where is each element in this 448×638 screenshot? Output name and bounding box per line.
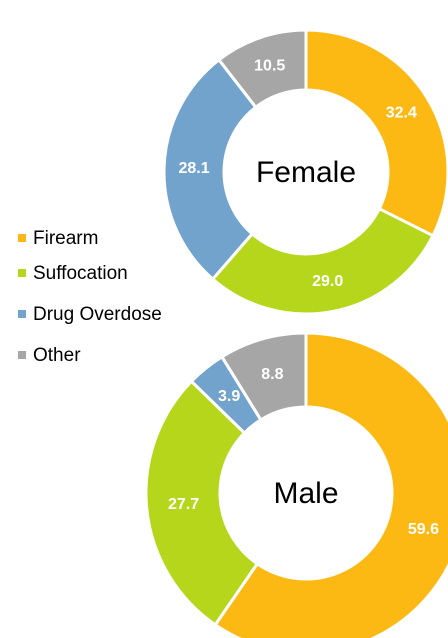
- donut-segment: [144, 379, 260, 627]
- legend-label: Suffocation: [33, 263, 128, 284]
- value-label: 8.8: [261, 366, 283, 383]
- legend-label: Firearm: [33, 228, 98, 249]
- legend-swatch: [18, 310, 26, 318]
- legend-swatch: [18, 351, 26, 359]
- donut-segment: [304, 28, 448, 238]
- value-label: 59.6: [408, 521, 439, 538]
- value-label: 28.1: [178, 160, 209, 177]
- value-label: 3.9: [218, 388, 240, 405]
- center-label: Female: [256, 156, 356, 189]
- legend-label: Drug Overdose: [33, 304, 162, 325]
- center-label: Male: [273, 477, 338, 510]
- value-label: 29.0: [312, 273, 343, 290]
- donut-segment: [213, 331, 448, 638]
- legend-swatch: [18, 234, 26, 242]
- value-label: 32.4: [386, 104, 417, 121]
- legend-label: Other: [33, 345, 81, 366]
- value-label: 10.5: [254, 57, 285, 74]
- donut-segment: [219, 331, 308, 422]
- legend-swatch: [18, 269, 26, 277]
- donut-segment: [210, 206, 435, 316]
- donut-segment: [216, 28, 308, 110]
- donut-segment: [162, 57, 258, 282]
- value-label: 27.7: [168, 496, 199, 513]
